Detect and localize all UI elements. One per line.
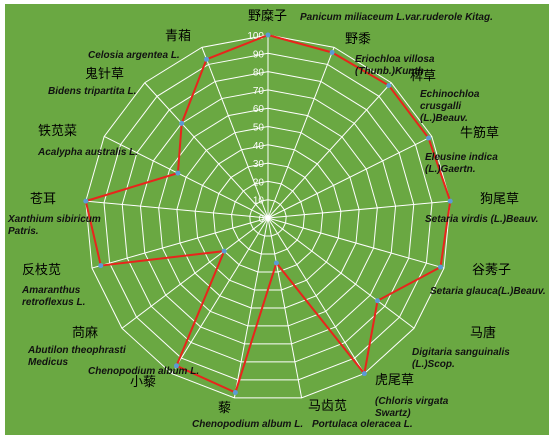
latin-name: Eriochloa villosa [355, 54, 435, 65]
latin-name: Patris. [8, 226, 39, 237]
grid-ring [249, 199, 287, 237]
data-point [173, 363, 179, 369]
spoke [233, 217, 269, 398]
data-point [386, 82, 392, 88]
data-point [426, 135, 432, 141]
latin-name: Amaranthus [21, 285, 81, 296]
grid-ring [85, 34, 451, 399]
data-point [179, 120, 185, 126]
tick-label: 50 [253, 123, 265, 134]
latin-name: Eleusine indica [425, 152, 498, 163]
latin-name: Setaria glauca(L.)Beauv. [430, 286, 546, 297]
grid-ring [176, 125, 360, 309]
data-point [98, 263, 104, 269]
latin-name: retroflexus L. [22, 297, 85, 308]
spoke [103, 135, 269, 219]
data-point [204, 56, 210, 62]
spoke [201, 47, 269, 219]
tick-label: 20 [253, 177, 265, 188]
data-point [265, 32, 271, 38]
category-label: 小藜 [130, 375, 156, 390]
category-label: 马唐 [470, 325, 496, 341]
spoke [267, 217, 415, 329]
spoke [171, 217, 269, 374]
category-label: 牛筋草 [460, 125, 499, 141]
tick-label: 70 [253, 86, 265, 97]
spoke [267, 217, 445, 269]
tick-label: 10 [253, 196, 265, 207]
category-label: 稗草 [410, 69, 436, 84]
latin-name: Panicum miliaceum L.var.ruderole Kitag. [300, 12, 493, 23]
latin-name: Xanthium sibiricum [7, 214, 101, 225]
spoke [267, 217, 365, 374]
grid-ring [103, 52, 433, 381]
tick-label: 30 [253, 159, 265, 170]
category-label: 狗尾草 [480, 192, 519, 207]
grid-ring [139, 89, 397, 345]
spoke [121, 217, 269, 329]
category-label: 苍耳 [30, 192, 56, 207]
latin-name: Swartz) [375, 408, 411, 419]
latin-name: Abutilon theophrasti [27, 345, 126, 356]
category-label: 反枝苋 [22, 263, 61, 278]
data-point [83, 198, 89, 204]
latin-name: Digitaria sanguinalis [412, 347, 510, 358]
tick-label: 40 [253, 141, 265, 152]
latin-name: Bidens tripartita L. [48, 86, 136, 97]
spoke [91, 217, 269, 269]
latin-name: Acalypha australis L. [37, 147, 138, 158]
data-line [84, 33, 452, 394]
category-label: 青葙 [165, 29, 191, 44]
latin-name: crusgalli [420, 101, 461, 112]
latin-name: (L.)Beauv. [420, 113, 468, 124]
tick-label: 90 [253, 49, 265, 60]
tick-label: 80 [253, 68, 265, 79]
grid-ring [121, 71, 415, 363]
data-point [447, 198, 453, 204]
category-label: 野糜子 [248, 8, 287, 24]
category-label: 虎尾草 [375, 373, 414, 388]
data-point [175, 170, 181, 176]
latin-name: (Thunb.)Kunth [355, 66, 424, 77]
spoke [267, 135, 433, 219]
spoke [267, 82, 392, 219]
data-point [329, 49, 335, 55]
latin-name: Portulaca oleracea L. [312, 419, 413, 430]
data-point [375, 298, 381, 304]
latin-name: Setaria virdis (L.)Beauv. [425, 214, 538, 225]
category-label: 苘麻 [72, 326, 98, 341]
grid-ring [212, 162, 324, 273]
latin-name: Chenopodium album L. [192, 419, 303, 430]
grid-ring [158, 107, 378, 327]
category-label: 野黍 [345, 32, 371, 47]
latin-name: Chenopodium album L. [88, 366, 199, 377]
category-label: 鬼针草 [85, 66, 124, 82]
spoke [267, 217, 303, 398]
category-label: 谷莠子 [472, 263, 511, 278]
latin-name: Medicus [28, 357, 68, 368]
latin-name: Celosia argentea L. [88, 50, 180, 61]
spoke [85, 200, 269, 219]
latin-name: (L.)Gaertn. [425, 164, 476, 175]
latin-name: Echinochloa [420, 89, 480, 100]
category-label: 藜 [218, 401, 231, 416]
spoke [267, 200, 451, 219]
tick-label: 100 [247, 31, 264, 42]
data-point [361, 371, 367, 377]
spoke [144, 82, 269, 219]
plot-background [5, 4, 549, 435]
category-label: 铁苋菜 [38, 124, 77, 139]
data-point [437, 264, 443, 270]
latin-name: (Chloris virgata [375, 396, 449, 407]
data-point [232, 389, 238, 395]
data-point [273, 260, 279, 266]
spoke [267, 47, 335, 219]
latin-name: (L.)Scop. [412, 359, 455, 370]
grid-ring [231, 180, 305, 255]
tick-label: 0 [258, 214, 264, 225]
data-point [221, 248, 227, 254]
category-label: 马齿苋 [308, 399, 347, 414]
tick-label: 60 [253, 104, 265, 115]
